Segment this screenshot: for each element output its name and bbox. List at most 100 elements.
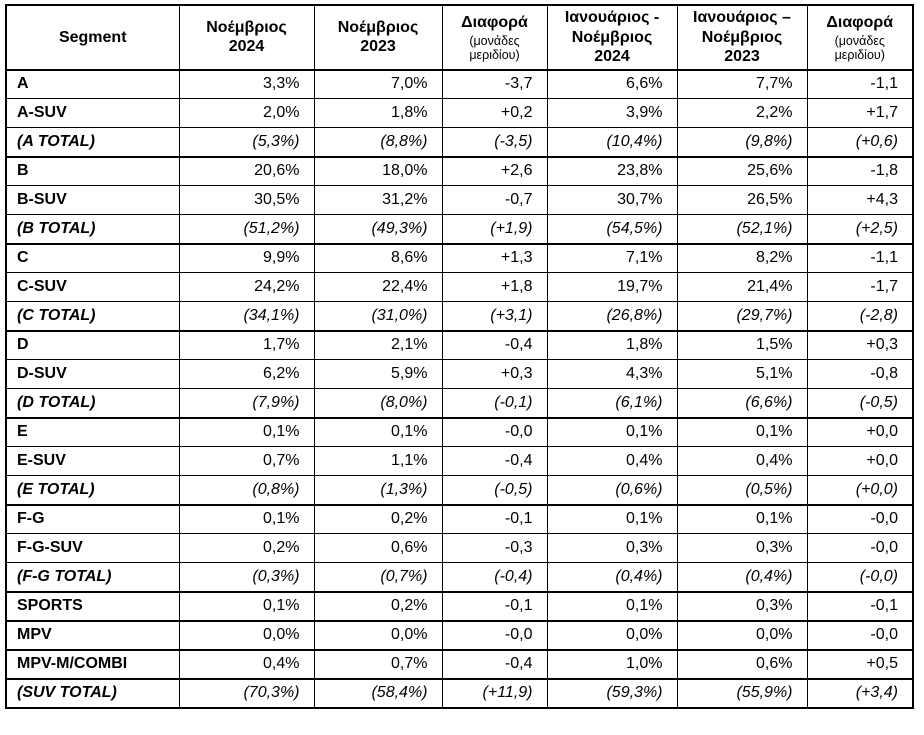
value-cell: -1,1 — [806, 69, 914, 100]
value-cell: 2,2% — [676, 98, 808, 129]
column-header: Νοέμβριος 2023 — [313, 4, 443, 71]
value-cell: (51,2%) — [178, 214, 315, 245]
value-cell: 7,7% — [676, 69, 808, 100]
value-cell: -0,1 — [441, 504, 548, 535]
value-cell: 0,7% — [178, 446, 315, 477]
column-header: Διαφορά (μονάδες μεριδίου) — [441, 4, 548, 71]
value-cell: +1,7 — [806, 98, 914, 129]
column-header-title: Διαφορά — [826, 14, 894, 32]
value-cell: (58,4%) — [313, 678, 443, 709]
value-cell: 9,9% — [178, 243, 315, 274]
column-header-title: Διαφορά — [461, 14, 528, 32]
value-cell: -0,0 — [806, 620, 914, 651]
value-cell: (34,1%) — [178, 301, 315, 332]
segment-cell: C-SUV — [5, 272, 180, 303]
value-cell: 31,2% — [313, 185, 443, 216]
value-cell: 3,3% — [178, 69, 315, 100]
value-cell: 0,1% — [313, 417, 443, 448]
column-header-title: Νοέμβριος 2024 — [206, 18, 287, 56]
segment-cell: B — [5, 156, 180, 187]
header-row: Segment Νοέμβριος 2024 Νοέμβριος 2023 Διαφορά… — [5, 4, 914, 71]
value-cell: 2,1% — [313, 330, 443, 361]
segment-cell: SPORTS — [5, 591, 180, 622]
value-cell: +0,2 — [441, 98, 548, 129]
value-cell: 22,4% — [313, 272, 443, 303]
value-cell: 30,5% — [178, 185, 315, 216]
segment-cell: (F-G TOTAL) — [5, 562, 180, 593]
value-cell: 1,5% — [676, 330, 808, 361]
value-cell: (6,1%) — [546, 388, 678, 419]
value-cell: (-0,0) — [806, 562, 914, 593]
value-cell: -0,0 — [806, 504, 914, 535]
value-cell: 25,6% — [676, 156, 808, 187]
value-cell: (54,5%) — [546, 214, 678, 245]
value-cell: 0,4% — [676, 446, 808, 477]
value-cell: 8,2% — [676, 243, 808, 274]
value-cell: (55,9%) — [676, 678, 808, 709]
value-cell: 0,6% — [676, 649, 808, 680]
value-cell: 8,6% — [313, 243, 443, 274]
value-cell: 1,0% — [546, 649, 678, 680]
table-row: D 1,7% 2,1% -0,4 1,8% 1,5% +0,3 — [5, 330, 914, 361]
column-header-title: Ιανουάριος - Νοέμβριος 2024 — [564, 9, 660, 66]
value-cell: +0,0 — [806, 417, 914, 448]
table-row: (B TOTAL) (51,2%) (49,3%) (+1,9) (54,5%) (52,… — [5, 214, 914, 245]
value-cell: (59,3%) — [546, 678, 678, 709]
table-row: F-G 0,1% 0,2% -0,1 0,1% 0,1% -0,0 — [5, 504, 914, 535]
segment-cell: A-SUV — [5, 98, 180, 129]
value-cell: (-2,8) — [806, 301, 914, 332]
table-row: MPV 0,0% 0,0% -0,0 0,0% 0,0% -0,0 — [5, 620, 914, 651]
column-header: Ιανουάριος – Νοέμβριος 2023 — [676, 4, 808, 71]
value-cell: 1,8% — [546, 330, 678, 361]
table-row: A 3,3% 7,0% -3,7 6,6% 7,7% -1,1 — [5, 69, 914, 100]
value-cell: (26,8%) — [546, 301, 678, 332]
value-cell: 0,1% — [676, 504, 808, 535]
value-cell: (10,4%) — [546, 127, 678, 158]
segment-cell: E-SUV — [5, 446, 180, 477]
segment-cell: F-G — [5, 504, 180, 535]
value-cell: (49,3%) — [313, 214, 443, 245]
value-cell: 24,2% — [178, 272, 315, 303]
value-cell: (8,0%) — [313, 388, 443, 419]
value-cell: 1,8% — [313, 98, 443, 129]
value-cell: (+3,4) — [806, 678, 914, 709]
column-header-subtitle: (μονάδες μεριδίου) — [469, 33, 520, 62]
value-cell: 0,6% — [313, 533, 443, 564]
segment-cell: C — [5, 243, 180, 274]
value-cell: +0,0 — [806, 446, 914, 477]
value-cell: 0,2% — [313, 504, 443, 535]
value-cell: (-0,1) — [441, 388, 548, 419]
table-row: A-SUV 2,0% 1,8% +0,2 3,9% 2,2% +1,7 — [5, 98, 914, 129]
column-header-title: Νοέμβριος 2023 — [337, 18, 419, 56]
value-cell: -0,0 — [806, 533, 914, 564]
value-cell: 5,9% — [313, 359, 443, 390]
segment-cell: (A TOTAL) — [5, 127, 180, 158]
segment-cell: B-SUV — [5, 185, 180, 216]
segment-cell: E — [5, 417, 180, 448]
value-cell: -0,8 — [806, 359, 914, 390]
value-cell: -0,1 — [441, 591, 548, 622]
value-cell: (8,8%) — [313, 127, 443, 158]
value-cell: 30,7% — [546, 185, 678, 216]
value-cell: -0,4 — [441, 330, 548, 361]
value-cell: (+3,1) — [441, 301, 548, 332]
segment-cell: F-G-SUV — [5, 533, 180, 564]
value-cell: (+11,9) — [441, 678, 548, 709]
value-cell: 7,0% — [313, 69, 443, 100]
value-cell: (5,3%) — [178, 127, 315, 158]
value-cell: 0,0% — [178, 620, 315, 651]
value-cell: (0,8%) — [178, 475, 315, 506]
value-cell: 5,1% — [676, 359, 808, 390]
value-cell: (7,9%) — [178, 388, 315, 419]
table-row: C 9,9% 8,6% +1,3 7,1% 8,2% -1,1 — [5, 243, 914, 274]
value-cell: (31,0%) — [313, 301, 443, 332]
value-cell: 23,8% — [546, 156, 678, 187]
value-cell: (0,5%) — [676, 475, 808, 506]
table-row: (A TOTAL) (5,3%) (8,8%) (-3,5) (10,4%) (9,8%)… — [5, 127, 914, 158]
value-cell: -1,1 — [806, 243, 914, 274]
value-cell: 0,3% — [676, 533, 808, 564]
value-cell: (1,3%) — [313, 475, 443, 506]
table-row: F-G-SUV 0,2% 0,6% -0,3 0,3% 0,3% -0,0 — [5, 533, 914, 564]
segment-cell: A — [5, 69, 180, 100]
value-cell: 1,1% — [313, 446, 443, 477]
